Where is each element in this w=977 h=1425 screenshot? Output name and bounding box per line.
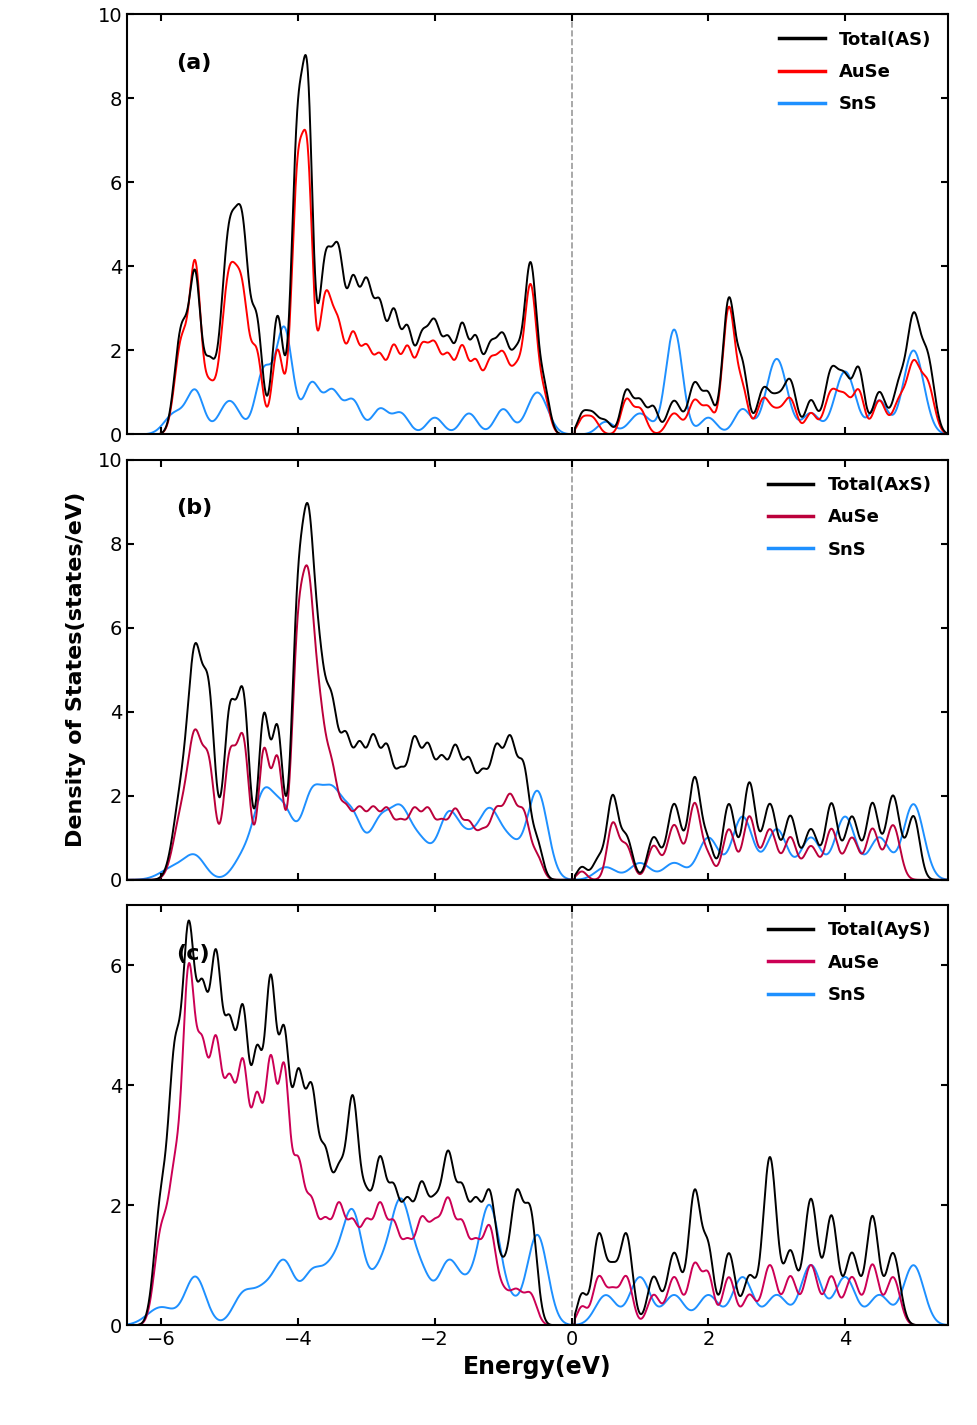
Legend: Total(AyS), AuSe, SnS: Total(AyS), AuSe, SnS	[761, 913, 939, 1012]
X-axis label: Energy(eV): Energy(eV)	[463, 1355, 612, 1378]
Text: (b): (b)	[176, 499, 213, 519]
Y-axis label: Density of States(states/eV): Density of States(states/eV)	[66, 492, 86, 848]
Legend: Total(AS), AuSe, SnS: Total(AS), AuSe, SnS	[772, 23, 939, 121]
Text: (c): (c)	[176, 943, 210, 963]
Text: (a): (a)	[176, 53, 212, 73]
Legend: Total(AxS), AuSe, SnS: Total(AxS), AuSe, SnS	[761, 469, 939, 566]
